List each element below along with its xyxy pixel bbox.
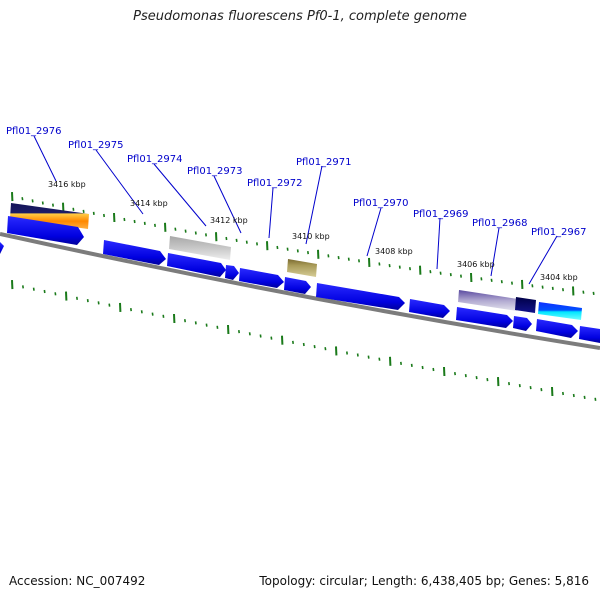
gene-label-pfl01-2968[interactable]: Pfl01_2968 bbox=[472, 218, 528, 229]
outer-tick-ring bbox=[11, 192, 595, 296]
topology-summary: Topology: circular; Length: 6,438,405 bp… bbox=[259, 574, 589, 588]
accession-label: Accession: NC_007492 bbox=[9, 574, 146, 588]
gene-block-pfl01-2968[interactable] bbox=[458, 290, 518, 311]
cds-arrow[interactable] bbox=[284, 277, 311, 294]
gene-label-pfl01-2973[interactable]: Pfl01_2973 bbox=[187, 166, 243, 177]
kbp-label-3414: 3414 kbp bbox=[130, 199, 168, 208]
kbp-label-3408: 3408 kbp bbox=[375, 247, 413, 256]
gene-label-pfl01-2976[interactable]: Pfl01_2976 bbox=[6, 126, 62, 137]
gene-label-pfl01-2969[interactable]: Pfl01_2969 bbox=[413, 209, 469, 220]
inner-tick-ring bbox=[11, 280, 597, 401]
cds-arrow[interactable] bbox=[7, 216, 84, 245]
cds-arrow[interactable] bbox=[239, 268, 284, 288]
cds-arrow[interactable] bbox=[316, 283, 405, 310]
cds-arrow[interactable] bbox=[456, 307, 513, 328]
kbp-label-3412: 3412 kbp bbox=[210, 216, 248, 225]
cds-arrow[interactable] bbox=[579, 326, 600, 343]
genome-backbone bbox=[0, 232, 600, 350]
gene-label-pfl01-2967[interactable]: Pfl01_2967 bbox=[531, 227, 587, 238]
kbp-label-3406: 3406 kbp bbox=[457, 260, 495, 269]
map-title: Pseudomonas fluorescens Pf0-1, complete … bbox=[133, 9, 467, 24]
cds-arrow[interactable] bbox=[409, 299, 450, 318]
kbp-label-3410: 3410 kbp bbox=[292, 232, 330, 241]
cds-arrow[interactable] bbox=[225, 265, 239, 280]
cds-arrow[interactable] bbox=[167, 253, 226, 277]
cds-arrow[interactable] bbox=[103, 240, 166, 265]
gene-block-pfl01-2974[interactable] bbox=[169, 236, 231, 260]
gene-label-pfl01-2974[interactable]: Pfl01_2974 bbox=[127, 154, 183, 165]
gene-block-pfl01-2976[interactable] bbox=[10, 203, 89, 229]
cds-arrow[interactable] bbox=[513, 316, 532, 331]
gene-label-leaders bbox=[33, 135, 558, 285]
gene-block-pfl01-2971[interactable] bbox=[287, 259, 317, 277]
gene-label-pfl01-2972[interactable]: Pfl01_2972 bbox=[247, 178, 303, 189]
gene-block-pfl01-2968b[interactable] bbox=[515, 297, 536, 313]
cds-arrow[interactable] bbox=[0, 242, 4, 254]
kbp-label-3416: 3416 kbp bbox=[48, 180, 86, 189]
gene-label-pfl01-2975[interactable]: Pfl01_2975 bbox=[68, 140, 124, 151]
gene-label-pfl01-2970[interactable]: Pfl01_2970 bbox=[353, 198, 409, 209]
gene-label-pfl01-2971[interactable]: Pfl01_2971 bbox=[296, 157, 352, 168]
kbp-label-3404: 3404 kbp bbox=[540, 273, 578, 282]
cds-arrow[interactable] bbox=[536, 319, 578, 338]
gene-block-pfl01-2967[interactable] bbox=[538, 302, 582, 320]
